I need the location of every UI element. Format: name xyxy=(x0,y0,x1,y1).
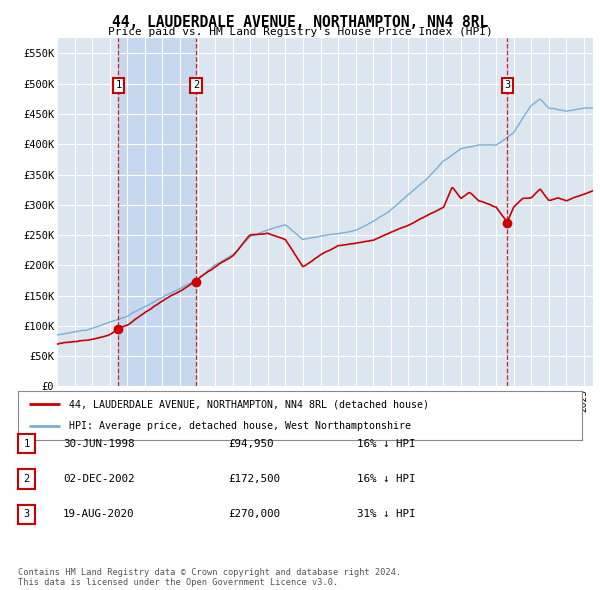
Text: 44, LAUDERDALE AVENUE, NORTHAMPTON, NN4 8RL: 44, LAUDERDALE AVENUE, NORTHAMPTON, NN4 … xyxy=(112,15,488,30)
Text: £270,000: £270,000 xyxy=(228,510,280,519)
Text: 19-AUG-2020: 19-AUG-2020 xyxy=(63,510,134,519)
Text: 3: 3 xyxy=(23,510,29,519)
Text: £94,950: £94,950 xyxy=(228,439,274,448)
Text: 31% ↓ HPI: 31% ↓ HPI xyxy=(357,510,415,519)
Text: Price paid vs. HM Land Registry's House Price Index (HPI): Price paid vs. HM Land Registry's House … xyxy=(107,27,493,37)
Text: 1: 1 xyxy=(115,80,122,90)
Text: 3: 3 xyxy=(504,80,511,90)
Text: 16% ↓ HPI: 16% ↓ HPI xyxy=(357,474,415,484)
Text: 2: 2 xyxy=(23,474,29,484)
Bar xyxy=(118,38,196,386)
Text: Contains HM Land Registry data © Crown copyright and database right 2024.
This d: Contains HM Land Registry data © Crown c… xyxy=(18,568,401,587)
Text: 2: 2 xyxy=(193,80,199,90)
Text: 30-JUN-1998: 30-JUN-1998 xyxy=(63,439,134,448)
Text: HPI: Average price, detached house, West Northamptonshire: HPI: Average price, detached house, West… xyxy=(69,421,411,431)
Text: 02-DEC-2002: 02-DEC-2002 xyxy=(63,474,134,484)
Text: 16% ↓ HPI: 16% ↓ HPI xyxy=(357,439,415,448)
Text: 1: 1 xyxy=(23,439,29,448)
Text: £172,500: £172,500 xyxy=(228,474,280,484)
Text: 44, LAUDERDALE AVENUE, NORTHAMPTON, NN4 8RL (detached house): 44, LAUDERDALE AVENUE, NORTHAMPTON, NN4 … xyxy=(69,399,429,409)
